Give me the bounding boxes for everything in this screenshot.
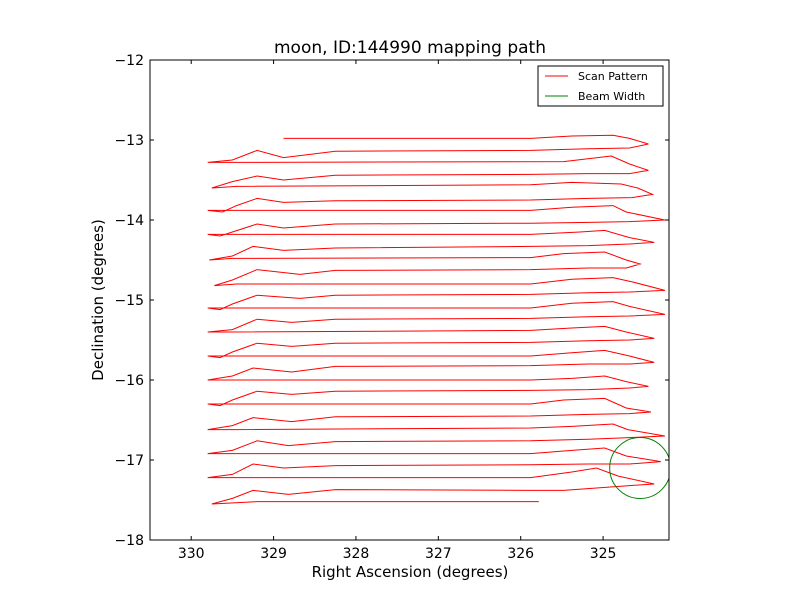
beam-width-circle [609,437,669,499]
legend: Scan Pattern Beam Width [537,65,664,107]
y-tick-label: −13 [114,133,144,149]
x-tick-label: 328 [343,546,370,562]
x-tick-label: 325 [590,546,617,562]
y-tick-label: −18 [114,533,144,549]
series-line-scan-pattern [207,134,666,505]
x-tick-label: 330 [178,546,205,562]
legend-entry-beam-width: Beam Width [578,90,645,103]
y-tick-label: −17 [114,453,144,469]
x-tick-label: 327 [425,546,452,562]
y-axis-label: Declination (degrees) [89,219,107,381]
legend-box [537,65,664,107]
y-axis: −12 −13 −14 −15 −16 −17 −18 [114,53,669,549]
chart-title: moon, ID:144990 mapping path [274,38,546,58]
x-axis-label: Right Ascension (degrees) [312,563,509,581]
y-tick-label: −12 [114,53,144,69]
x-axis: 330 329 328 327 326 325 [178,60,617,562]
y-tick-label: −15 [114,293,144,309]
x-tick-label: 326 [507,546,534,562]
legend-entry-scan-pattern: Scan Pattern [578,70,648,83]
y-tick-label: −14 [114,213,144,229]
plot-content [207,134,669,505]
y-tick-label: −16 [114,373,144,389]
x-tick-label: 329 [260,546,287,562]
